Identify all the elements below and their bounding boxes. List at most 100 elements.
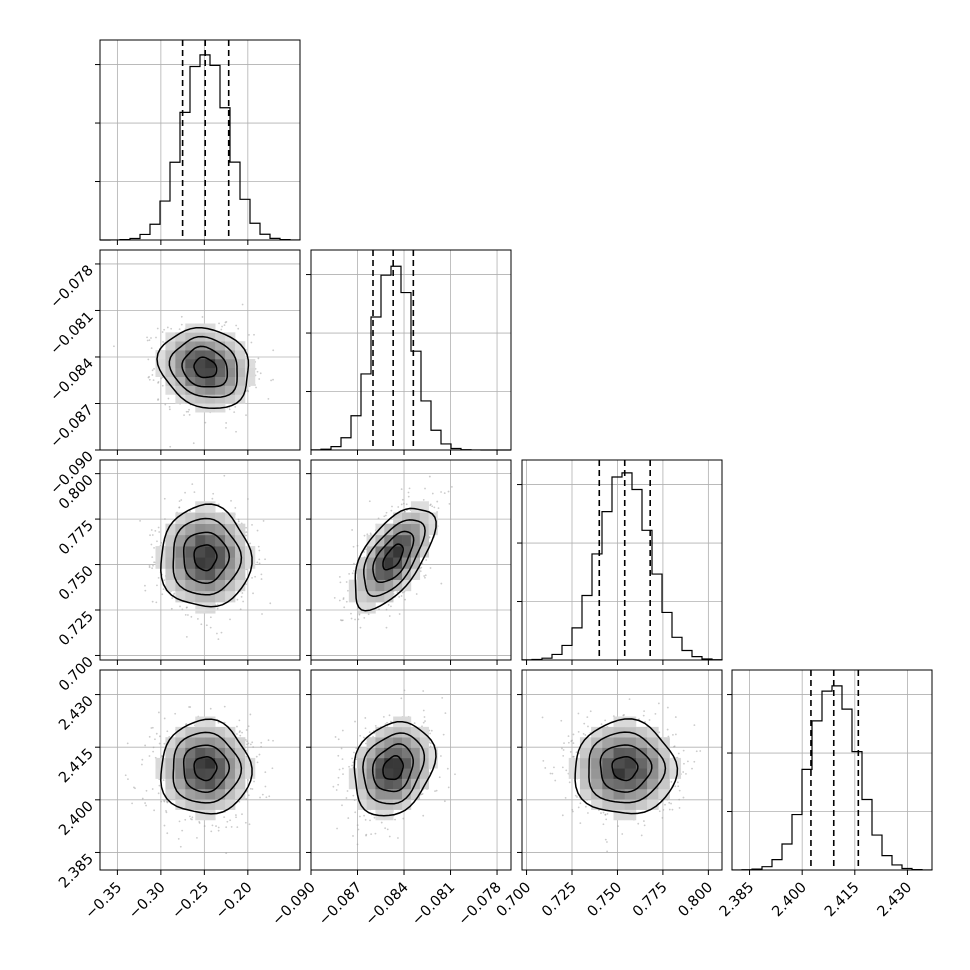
sample-point	[258, 549, 261, 552]
density-cell	[384, 579, 394, 592]
sample-point	[246, 740, 248, 743]
sample-point	[385, 608, 388, 611]
sample-point	[251, 741, 254, 744]
sample-point	[180, 323, 183, 326]
density-cell	[375, 579, 385, 592]
histogram-1	[310, 265, 511, 451]
sample-point	[184, 818, 187, 821]
sample-point	[385, 626, 388, 629]
density-cell	[205, 376, 216, 386]
density-cell	[215, 788, 226, 800]
density-cell	[393, 546, 403, 558]
density-cell	[215, 534, 226, 547]
density-cell	[375, 747, 385, 759]
sample-point	[333, 596, 336, 599]
density-cell	[384, 737, 394, 748]
density-cell	[410, 512, 421, 524]
density-cell	[195, 602, 206, 614]
density-cell	[205, 579, 216, 592]
sample-point	[236, 725, 238, 728]
sample-point	[233, 411, 236, 414]
sample-point	[156, 584, 158, 587]
sample-point	[249, 713, 252, 716]
density-cell	[165, 341, 176, 351]
sample-point	[249, 787, 252, 790]
contour-level-2	[363, 519, 426, 597]
sample-point	[158, 735, 161, 738]
density-cell	[225, 367, 236, 377]
sample-point	[211, 497, 214, 500]
density-cell	[175, 367, 186, 377]
contour-level-0	[193, 756, 218, 782]
density-cell	[175, 568, 186, 580]
contour-level-1	[182, 744, 231, 794]
sample-point	[351, 757, 353, 760]
sample-point	[158, 784, 161, 787]
sample-point	[433, 506, 436, 509]
density-cell	[205, 557, 216, 569]
sample-point	[428, 536, 431, 538]
density-cell	[155, 358, 166, 369]
density-cell	[165, 768, 176, 779]
density-cell	[175, 557, 186, 569]
density-cell	[185, 512, 196, 524]
sample-point	[256, 561, 259, 564]
sample-point	[220, 328, 223, 331]
density-cell	[205, 768, 216, 779]
density-cell	[185, 590, 196, 603]
sample-point	[256, 529, 259, 532]
density-cell	[225, 757, 236, 769]
sample-point	[447, 786, 450, 789]
sample-point	[146, 339, 149, 342]
density-cell	[185, 737, 196, 748]
density-cell	[175, 799, 186, 810]
density-cell	[215, 747, 226, 759]
density-cell	[195, 376, 206, 386]
sample-point	[383, 515, 386, 518]
sample-point	[256, 370, 259, 373]
sample-point	[338, 768, 341, 771]
density-cell	[235, 579, 246, 592]
sample-point	[141, 758, 144, 761]
density-cell	[185, 757, 196, 769]
sample-point	[225, 422, 228, 424]
density-cell	[195, 367, 206, 377]
density-cell	[245, 768, 256, 779]
sample-point	[236, 733, 238, 735]
sample-point	[270, 379, 273, 382]
contour-level-3	[156, 326, 250, 410]
density-cell	[225, 726, 236, 738]
density-cell	[235, 341, 246, 351]
density-cell	[175, 757, 186, 769]
sample-point	[394, 818, 396, 821]
sample-point	[245, 583, 247, 586]
sample-point	[241, 813, 243, 816]
sample-point	[354, 618, 356, 621]
density-cell	[175, 350, 186, 360]
density-cell	[428, 523, 438, 536]
sample-point	[152, 564, 154, 567]
sample-point	[271, 767, 274, 770]
sample-point	[225, 320, 228, 323]
sample-point	[152, 746, 155, 749]
sample-point	[185, 635, 188, 638]
density-cell	[357, 557, 367, 569]
sample-point	[180, 499, 183, 501]
sample-point	[353, 562, 355, 565]
sample-point	[248, 823, 251, 826]
sample-point	[402, 817, 405, 820]
sample-point	[145, 789, 148, 792]
sample-point	[198, 822, 201, 824]
panel-frame	[99, 249, 301, 451]
density-cell	[366, 534, 376, 547]
sample-point	[217, 721, 220, 724]
density-cell	[225, 341, 236, 351]
scatter-panel-2-1	[306, 459, 512, 665]
sample-point	[348, 573, 351, 575]
sample-point	[217, 638, 220, 641]
density-cell	[175, 579, 186, 592]
sample-point	[185, 606, 188, 609]
panel-frame	[99, 459, 301, 661]
density-cell	[205, 778, 216, 790]
density-cell	[245, 757, 256, 769]
